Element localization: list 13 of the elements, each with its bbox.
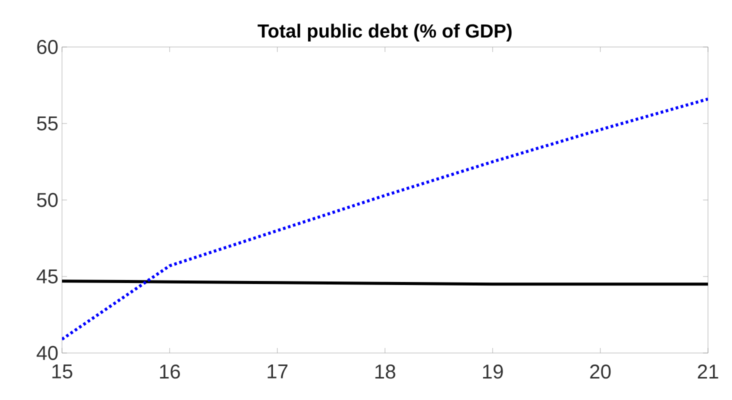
y-tick-label: 60 <box>37 40 58 54</box>
x-tick-label: 15 <box>52 364 72 378</box>
y-tick-label: 55 <box>37 116 58 130</box>
x-tick-label: 16 <box>160 364 180 379</box>
chart-title: Total public debt (% of GDP) <box>258 24 512 42</box>
x-tick-label: 18 <box>375 364 396 379</box>
y-tick-label: 40 <box>36 346 58 360</box>
y-tick-label: 45 <box>36 270 58 284</box>
x-tick-label: 19 <box>483 364 503 379</box>
x-tick-label: 21 <box>698 364 718 378</box>
y-tick-label: 50 <box>37 192 58 208</box>
x-tick-label: 20 <box>590 364 611 379</box>
x-tick-label: 17 <box>268 364 288 378</box>
